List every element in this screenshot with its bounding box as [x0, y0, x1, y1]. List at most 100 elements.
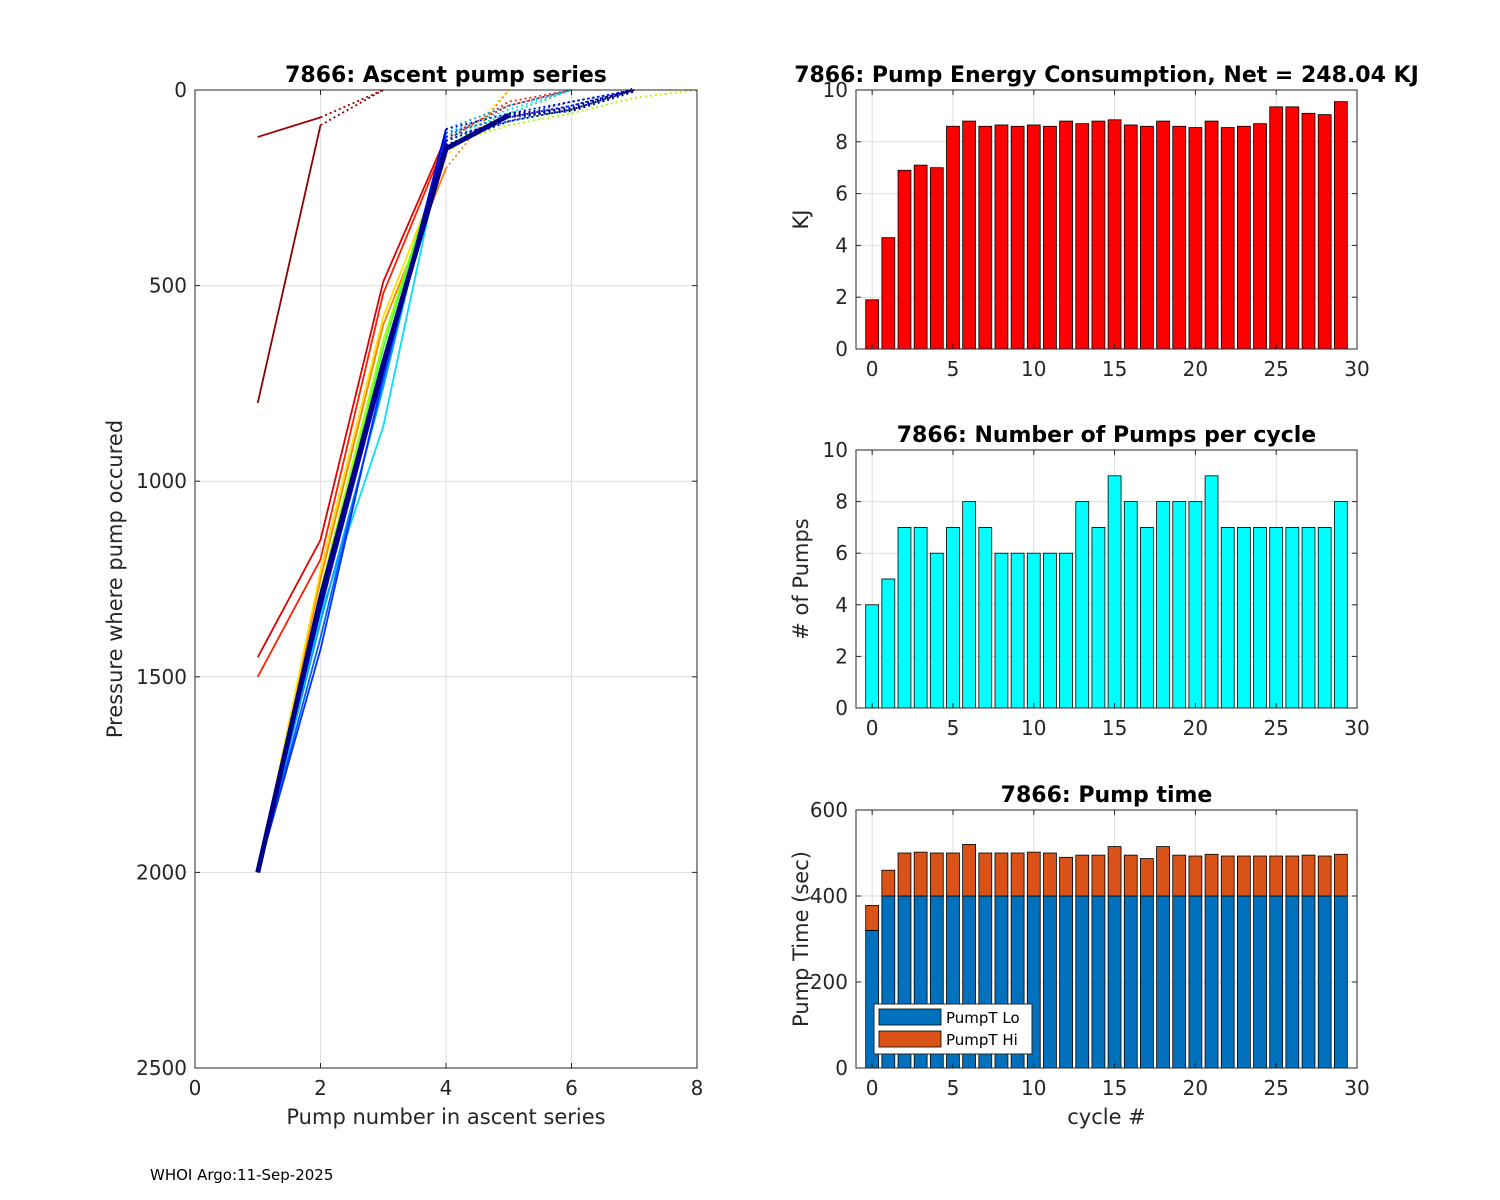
bar-28 [1317, 527, 1332, 709]
bar-12 [1059, 120, 1073, 350]
x-tick-label: 30 [1344, 716, 1369, 740]
bar-20-hi [1188, 855, 1203, 897]
bar-18 [1156, 501, 1170, 709]
bar-13 [1075, 123, 1090, 350]
y-tick-label: 2 [835, 644, 848, 668]
bar-10-hi [1026, 851, 1041, 897]
chart-title: 7866: Number of Pumps per cycle [897, 423, 1316, 448]
x-tick-label: 30 [1344, 357, 1369, 381]
y-tick-label: 200 [810, 970, 848, 994]
y-tick-label: 8 [835, 490, 848, 514]
bar-23 [1237, 125, 1251, 350]
ascent-chart: 0 2 4 6 8 0 500 1000 1500 2000 2500 7866: Ascent pu… [103, 63, 703, 1129]
series-tail-2 [320, 89, 384, 119]
y-tick-label: 1500 [136, 665, 187, 689]
y-tick-label: 6 [835, 541, 848, 565]
x-tick-label: 5 [947, 1076, 960, 1100]
bar-28-hi [1317, 855, 1332, 897]
bar-0 [865, 299, 880, 350]
bar-22-hi [1220, 855, 1235, 897]
bar-24 [1253, 527, 1267, 709]
y-tick-label: 0 [835, 696, 848, 720]
y-tick-label: 8 [835, 130, 848, 154]
axes-frame [855, 809, 1358, 1069]
bar-19-lo [1172, 895, 1187, 1069]
bar-11 [1043, 125, 1057, 350]
series-line-6 [256, 156, 447, 873]
bar-6-hi [962, 844, 976, 897]
y-tick-label: 600 [810, 798, 848, 822]
bar-2 [897, 527, 912, 709]
bar-23 [1237, 527, 1251, 709]
series-line-3 [256, 136, 447, 658]
y-tick-label: 0 [174, 78, 187, 102]
series-tail-4 [445, 89, 572, 142]
y-axis-label: # of Pumps [789, 518, 813, 640]
series-tail-14 [445, 89, 635, 130]
bar-25 [1269, 527, 1284, 709]
y-tick-label: 2500 [136, 1056, 187, 1080]
bar-7 [978, 125, 993, 350]
bar-17 [1140, 125, 1154, 350]
bar-14-lo [1091, 895, 1106, 1069]
legend: PumpT Lo PumpT Hi [873, 1003, 1033, 1055]
bar-26 [1285, 527, 1300, 709]
bar-27-hi [1301, 854, 1316, 897]
bar-4-hi [929, 852, 944, 897]
bar-12 [1059, 552, 1073, 709]
y-tick-label: 4 [835, 233, 848, 257]
y-tick-label: 400 [810, 884, 848, 908]
bar-0 [865, 604, 880, 709]
bar-24-hi [1253, 855, 1267, 897]
y-tick-label: 0 [835, 1056, 848, 1080]
series-tail-17 [508, 88, 635, 118]
chart-title: 7866: Pump time [1001, 783, 1213, 808]
bar-26 [1285, 106, 1300, 350]
numpumps-chart: 0 5 10 15 20 25 30 0 2 4 6 8 10 7866: Number of Pumps… [789, 423, 1370, 740]
bar-4 [929, 552, 944, 709]
series-group [255, 88, 697, 873]
bar-25 [1269, 106, 1284, 350]
series-tail-7 [445, 89, 697, 146]
y-tick-label: 500 [149, 274, 187, 298]
bar-9-hi [1010, 852, 1025, 897]
bar-10 [1026, 124, 1041, 350]
series-tail-10 [445, 89, 572, 134]
bar-8 [994, 552, 1009, 709]
bar-21-hi [1204, 853, 1219, 897]
series-line-1 [256, 125, 322, 404]
y-tick-label: 0 [835, 337, 848, 361]
x-tick-label: 15 [1102, 357, 1127, 381]
bar-11-lo [1043, 895, 1057, 1069]
bar-27-lo [1301, 895, 1316, 1069]
x-tick-label: 5 [947, 357, 960, 381]
bar-20 [1188, 127, 1203, 350]
x-tick-label: 30 [1344, 1076, 1369, 1100]
y-tick-label: 2000 [136, 860, 187, 884]
bar-17 [1140, 527, 1154, 709]
x-tick-label: 25 [1263, 716, 1288, 740]
x-tick-label: 6 [565, 1076, 578, 1100]
bar-23-hi [1237, 855, 1251, 897]
bar-3 [913, 164, 928, 350]
bar-29 [1333, 101, 1348, 350]
bar-19-hi [1172, 854, 1187, 897]
bar-14 [1091, 120, 1106, 350]
bar-28 [1317, 114, 1332, 350]
bar-5 [946, 125, 960, 350]
bar-19 [1172, 501, 1187, 709]
bar-21-lo [1204, 895, 1219, 1069]
y-axis-label: Pressure where pump occured [103, 420, 127, 738]
x-tick-label: 25 [1263, 357, 1288, 381]
x-tick-label: 10 [1021, 716, 1046, 740]
series-tail-11 [445, 89, 572, 130]
pumptime-chart: 0 5 10 15 20 25 30 0 200 400 600 7866: Pump time cyc… [789, 783, 1370, 1129]
bar-19 [1172, 125, 1187, 350]
bar-17-hi [1140, 858, 1154, 897]
legend-swatch [878, 1030, 942, 1048]
bar-13-lo [1075, 895, 1090, 1069]
bar-22 [1220, 127, 1235, 350]
bar-12-hi [1059, 856, 1073, 897]
